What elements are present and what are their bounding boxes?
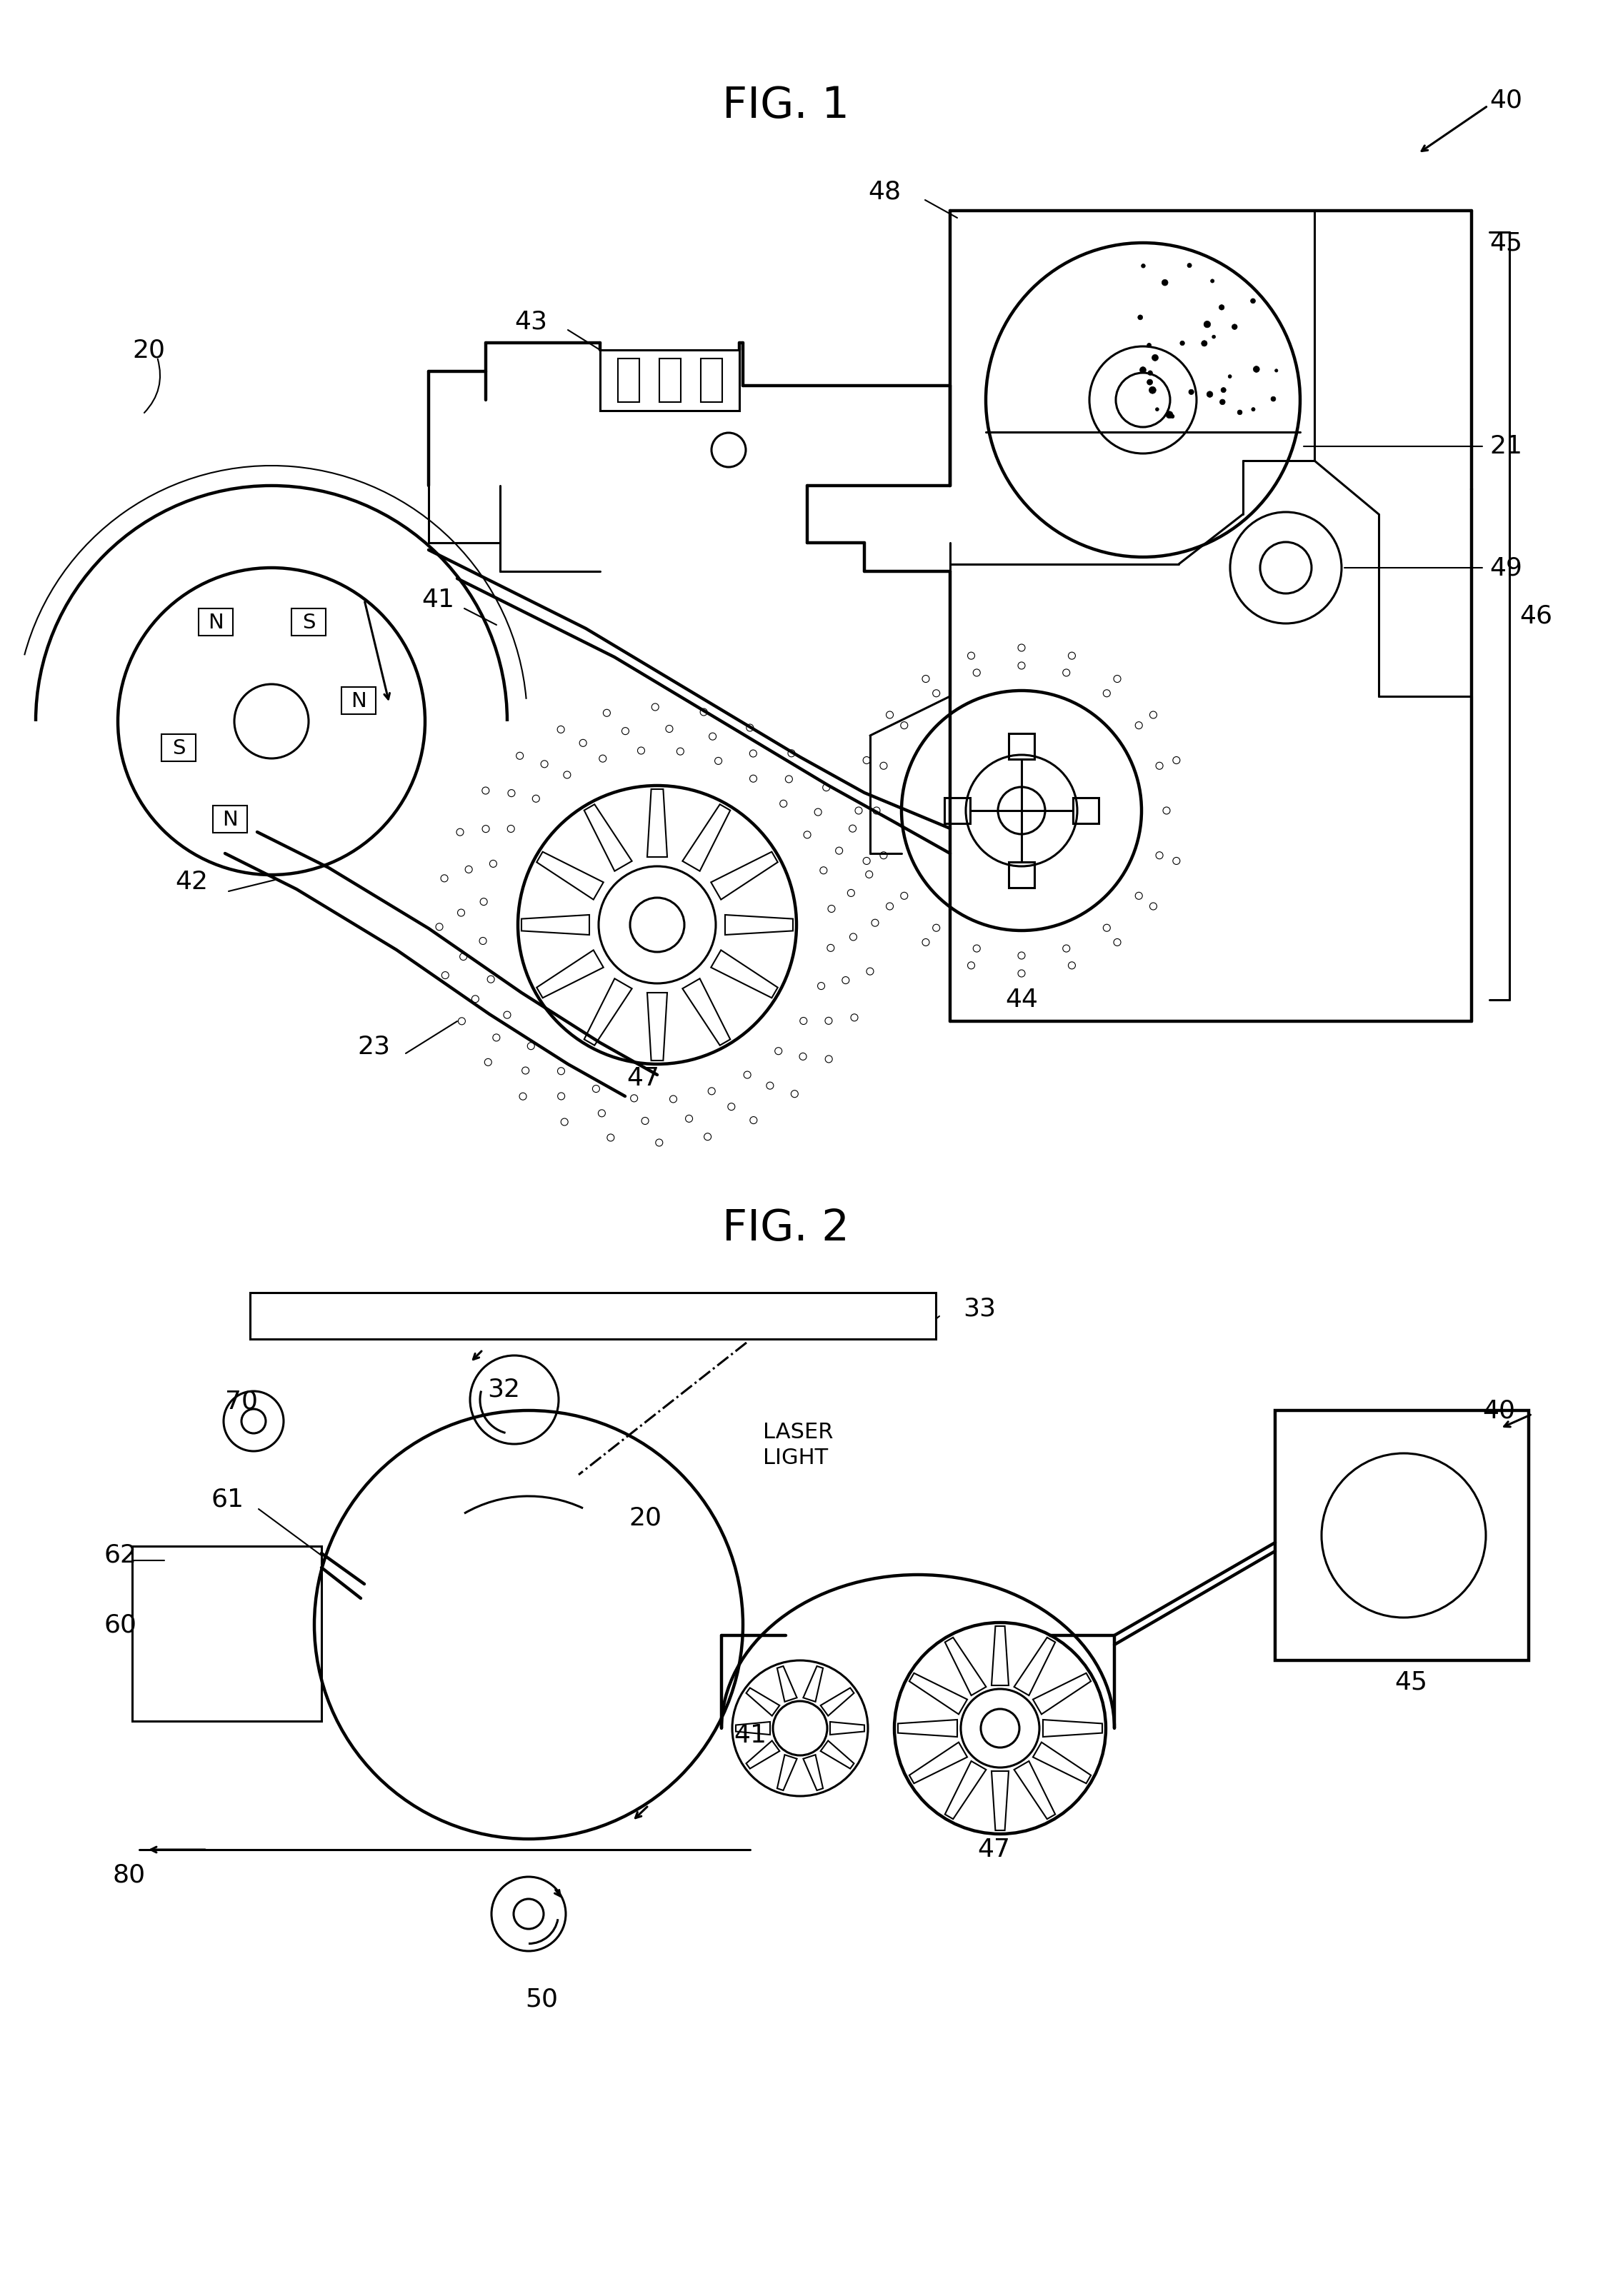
Text: 32: 32 (487, 1378, 519, 1401)
Circle shape (1250, 298, 1255, 303)
Circle shape (1181, 340, 1184, 344)
Text: 20: 20 (132, 338, 165, 363)
Text: 80: 80 (113, 1862, 145, 1887)
Text: 42: 42 (176, 870, 208, 893)
Text: FIG. 2: FIG. 2 (723, 1208, 850, 1249)
Text: 40: 40 (1482, 1398, 1515, 1424)
Circle shape (1227, 374, 1232, 379)
Bar (198, 608, 232, 636)
Text: LIGHT: LIGHT (763, 1449, 827, 1469)
Text: 43: 43 (515, 310, 547, 333)
Circle shape (1210, 280, 1215, 282)
Bar (660, 358, 681, 402)
Circle shape (1161, 280, 1168, 285)
Circle shape (1219, 400, 1226, 404)
Bar (1276, 1410, 1529, 1660)
Bar (1008, 732, 1034, 760)
Circle shape (1211, 335, 1216, 338)
Circle shape (1142, 264, 1145, 269)
Circle shape (1271, 397, 1276, 402)
Circle shape (1202, 340, 1207, 347)
Circle shape (1140, 367, 1147, 372)
Circle shape (1221, 388, 1226, 393)
Bar (618, 358, 639, 402)
Circle shape (1147, 342, 1152, 347)
Bar (700, 358, 723, 402)
Text: LASER: LASER (763, 1421, 834, 1442)
Bar (161, 735, 195, 762)
Text: 60: 60 (103, 1612, 137, 1637)
Circle shape (1203, 321, 1211, 328)
Text: 47: 47 (977, 1837, 1010, 1862)
Text: 47: 47 (626, 1065, 660, 1091)
Text: 41: 41 (734, 1724, 766, 1747)
Text: 23: 23 (356, 1033, 390, 1058)
Bar (944, 797, 969, 824)
Bar (1008, 861, 1034, 889)
Text: N: N (223, 810, 237, 829)
Circle shape (1152, 354, 1158, 360)
Circle shape (1252, 406, 1255, 411)
Bar (213, 806, 247, 833)
Text: 20: 20 (629, 1506, 661, 1529)
Circle shape (1189, 390, 1194, 395)
Text: 70: 70 (226, 1389, 258, 1414)
Text: N: N (352, 691, 366, 712)
Text: 61: 61 (211, 1488, 244, 1511)
Circle shape (1148, 386, 1157, 393)
Circle shape (1148, 370, 1153, 374)
Circle shape (1232, 324, 1237, 331)
Circle shape (1187, 264, 1192, 269)
Circle shape (1253, 365, 1260, 372)
Circle shape (1155, 409, 1158, 411)
Circle shape (1147, 379, 1153, 386)
Circle shape (1166, 411, 1173, 418)
Circle shape (1207, 390, 1213, 397)
Circle shape (1219, 305, 1224, 310)
Bar (132, 1545, 321, 1722)
Text: 21: 21 (1489, 434, 1523, 459)
Circle shape (1274, 370, 1277, 372)
Text: N: N (208, 613, 224, 634)
Text: 41: 41 (421, 588, 455, 613)
Text: 44: 44 (1005, 987, 1037, 1013)
Circle shape (1171, 416, 1174, 418)
Text: 46: 46 (1519, 604, 1552, 629)
Bar (600, 349, 739, 411)
Text: 45: 45 (1489, 230, 1523, 255)
Text: 62: 62 (103, 1543, 137, 1568)
Text: 40: 40 (1489, 87, 1523, 113)
Bar (342, 687, 376, 714)
Text: 49: 49 (1489, 556, 1523, 581)
Text: 33: 33 (963, 1297, 995, 1320)
Text: 45: 45 (1394, 1669, 1428, 1694)
Bar (250, 1293, 936, 1339)
Text: 48: 48 (868, 179, 902, 204)
Text: 50: 50 (526, 1988, 558, 2011)
Bar (1073, 797, 1098, 824)
Text: FIG. 1: FIG. 1 (723, 85, 850, 126)
Bar (292, 608, 326, 636)
Text: S: S (302, 613, 315, 634)
Circle shape (1137, 315, 1142, 319)
Text: S: S (173, 739, 185, 758)
Circle shape (1237, 411, 1242, 416)
